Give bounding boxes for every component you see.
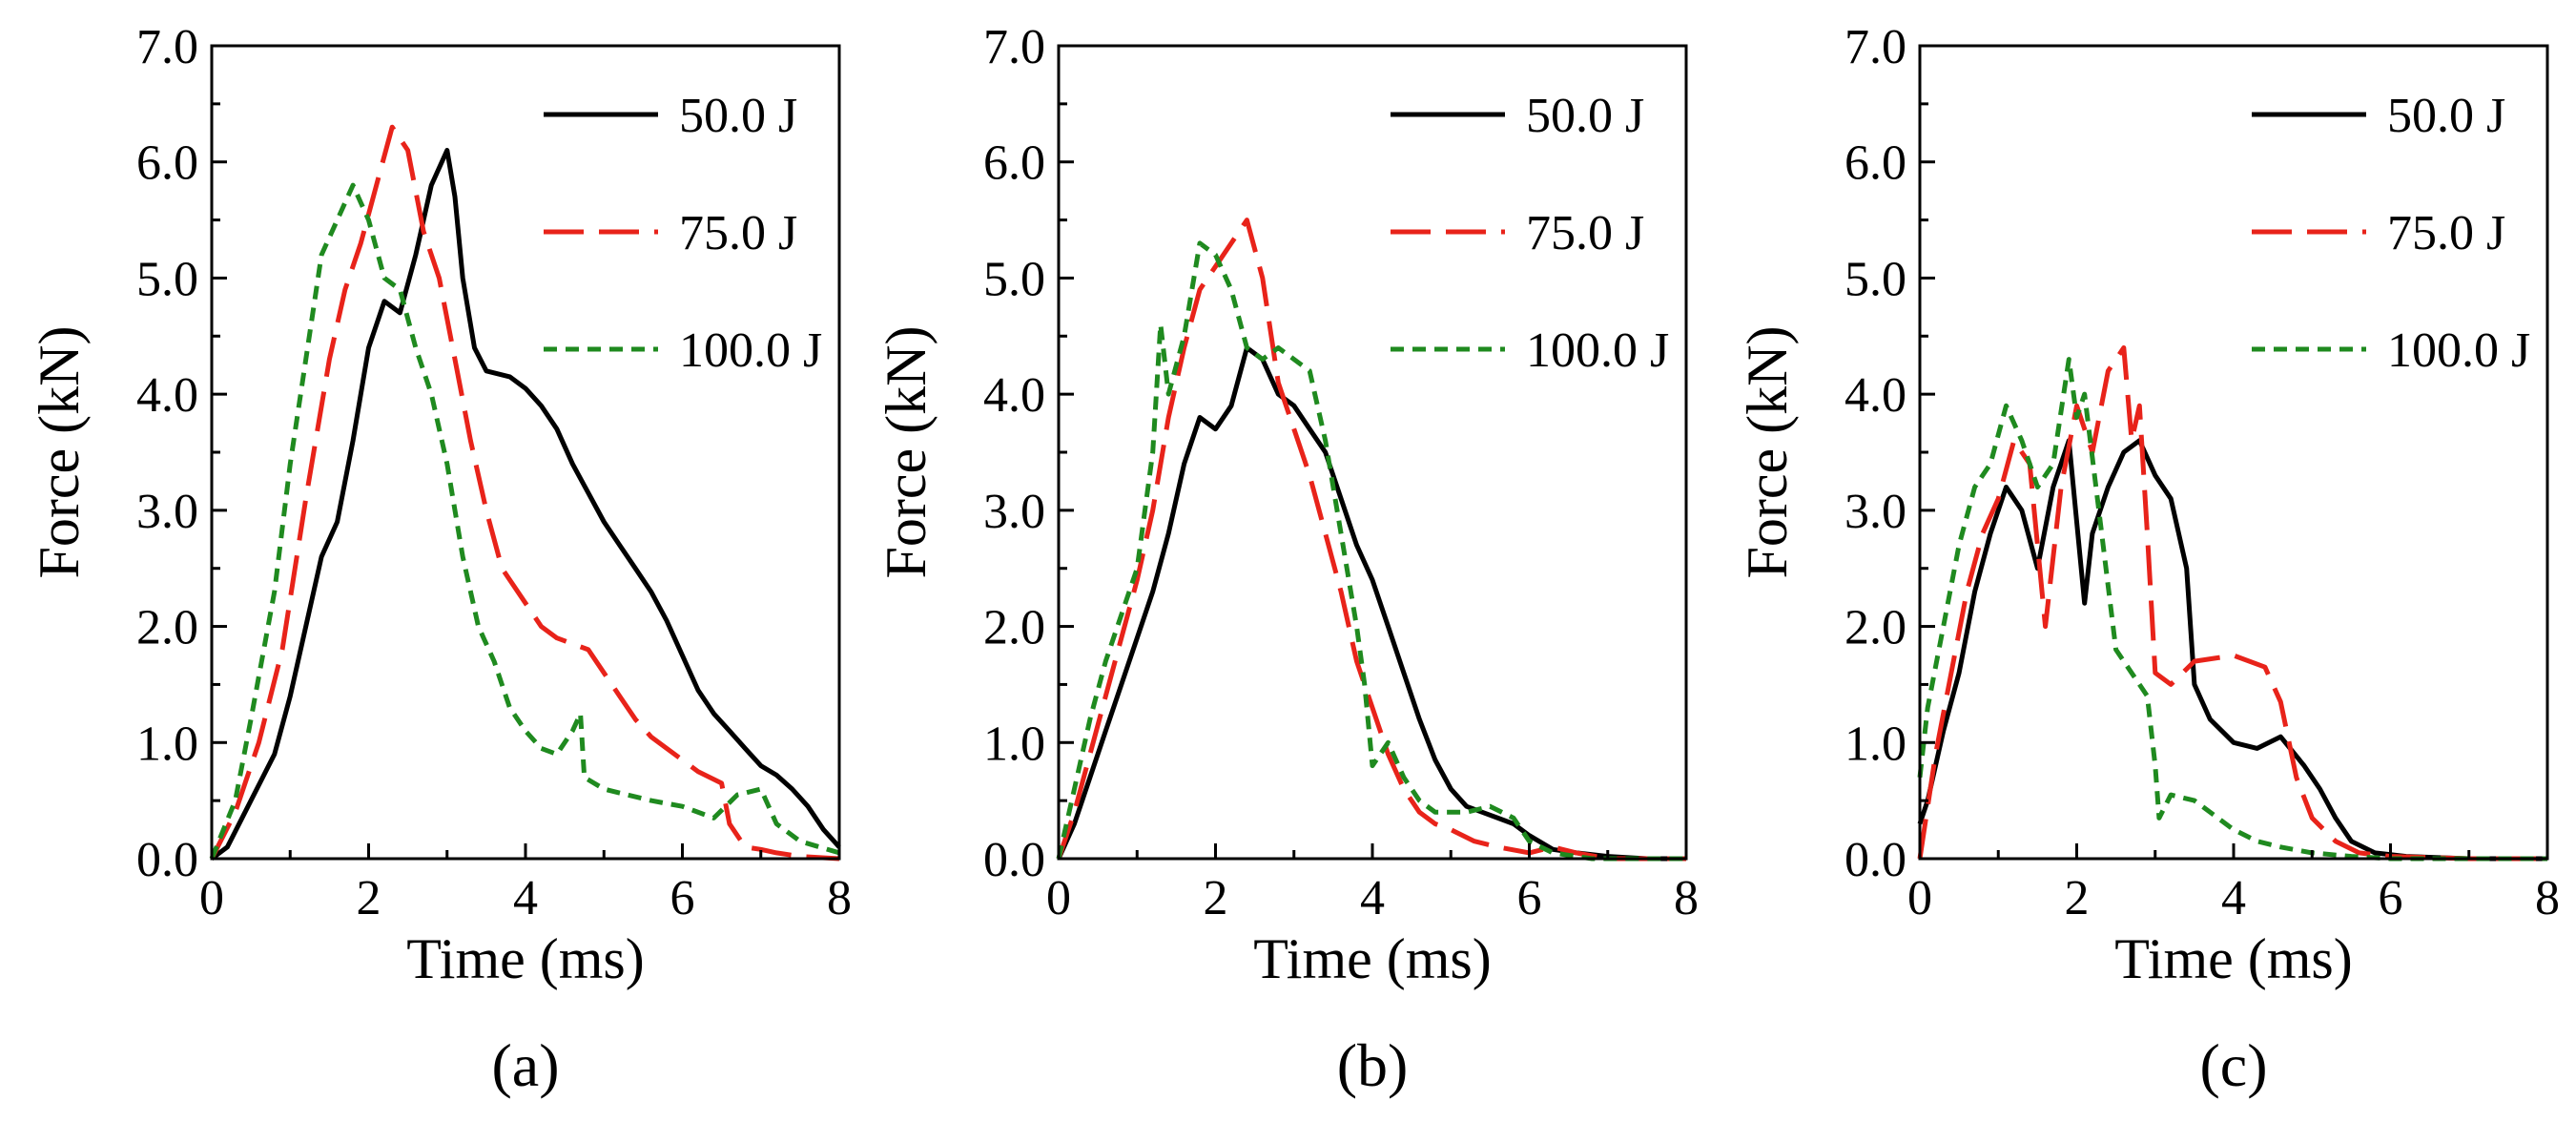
y-axis-label: Force (kN) [1736, 326, 1799, 579]
x-tick-label: 6 [2379, 871, 2403, 925]
y-tick-label: 3.0 [983, 485, 1045, 539]
legend-label-1: 50.0 J [1526, 89, 1644, 143]
y-tick-label: 3.0 [1844, 485, 1906, 539]
y-tick-label: 1.0 [983, 717, 1045, 771]
plot-frame [210, 44, 841, 861]
series-group [209, 124, 841, 862]
x-tick-label: 6 [670, 871, 695, 925]
series-line-2 [1917, 345, 2547, 862]
panel-label: (a) [491, 1031, 559, 1099]
legend: 50.0 J 75.0 J 100.0 J [2252, 89, 2530, 378]
chart-panel-1: 0 2 4 6 8 0.0 1.0 2.0 3.0 4.0 5.0 6.0 7.0 Time (ms) Fo… [28, 20, 852, 1099]
legend-label-2: 75.0 J [2387, 206, 2505, 260]
y-tick-label: 2.0 [136, 601, 198, 655]
y-tick-label: 6.0 [1844, 136, 1906, 191]
x-tick-label: 0 [1907, 871, 1932, 925]
x-tick-label: 8 [827, 871, 852, 925]
legend-label-3: 100.0 J [2387, 323, 2530, 378]
y-tick-label: 4.0 [136, 368, 198, 423]
legend-label-2: 75.0 J [679, 206, 797, 260]
legend-label-1: 50.0 J [679, 89, 797, 143]
x-axis-label: Time (ms) [1253, 927, 1492, 990]
chart-panel-2: 0 2 4 6 8 0.0 1.0 2.0 3.0 4.0 5.0 6.0 7.0 Time (ms) Fo… [875, 20, 1699, 1099]
x-tick-label: 8 [1674, 871, 1699, 925]
series-line-2 [209, 124, 840, 862]
x-axis-label: Time (ms) [2114, 927, 2353, 990]
series-line-1 [1917, 438, 2547, 862]
y-tick-label: 1.0 [1844, 717, 1906, 771]
x-tick-label: 2 [357, 871, 381, 925]
x-tick-label: 8 [2535, 871, 2560, 925]
legend-label-3: 100.0 J [1526, 323, 1669, 378]
x-tick-label: 2 [2065, 871, 2090, 925]
series-group [1917, 345, 2547, 862]
x-tick-label: 4 [1360, 871, 1385, 925]
y-tick-label: 2.0 [1844, 601, 1906, 655]
legend: 50.0 J 75.0 J 100.0 J [1391, 89, 1669, 378]
y-tick-label: 3.0 [136, 485, 198, 539]
plot-frame [1918, 44, 2549, 861]
x-tick-label: 0 [199, 871, 224, 925]
legend-label-1: 50.0 J [2387, 89, 2505, 143]
y-tick-label: 7.0 [1844, 20, 1906, 74]
y-tick-label: 5.0 [983, 252, 1045, 306]
y-tick-label: 4.0 [983, 368, 1045, 423]
y-tick-label: 7.0 [136, 20, 198, 74]
x-tick-label: 0 [1046, 871, 1071, 925]
x-tick-label: 2 [1204, 871, 1228, 925]
y-tick-label: 0.0 [1844, 833, 1906, 887]
series-group [1056, 218, 1686, 862]
series-line-3 [1056, 240, 1686, 862]
y-tick-label: 5.0 [136, 252, 198, 306]
panel-label: (b) [1337, 1031, 1409, 1099]
x-tick-label: 4 [513, 871, 538, 925]
x-tick-label: 4 [2221, 871, 2246, 925]
series-line-3 [1917, 357, 2547, 862]
chart-panel-3: 0 2 4 6 8 0.0 1.0 2.0 3.0 4.0 5.0 6.0 7.0 Time (ms) Fo… [1736, 20, 2560, 1099]
legend: 50.0 J 75.0 J 100.0 J [544, 89, 822, 378]
y-tick-label: 0.0 [136, 833, 198, 887]
y-tick-label: 0.0 [983, 833, 1045, 887]
series-line-1 [210, 148, 841, 862]
panel-label: (c) [2199, 1031, 2267, 1099]
y-tick-label: 6.0 [136, 136, 198, 191]
series-line-2 [1056, 218, 1686, 862]
y-tick-label: 4.0 [1844, 368, 1906, 423]
y-axis-label: Force (kN) [28, 326, 91, 579]
y-tick-label: 2.0 [983, 601, 1045, 655]
y-tick-label: 6.0 [983, 136, 1045, 191]
y-tick-label: 7.0 [983, 20, 1045, 74]
legend-label-2: 75.0 J [1526, 206, 1644, 260]
y-tick-label: 1.0 [136, 717, 198, 771]
legend-label-3: 100.0 J [679, 323, 822, 378]
series-line-3 [209, 182, 840, 860]
y-tick-label: 5.0 [1844, 252, 1906, 306]
x-tick-label: 6 [1517, 871, 1542, 925]
x-axis-label: Time (ms) [406, 927, 645, 990]
y-axis-label: Force (kN) [875, 326, 938, 579]
